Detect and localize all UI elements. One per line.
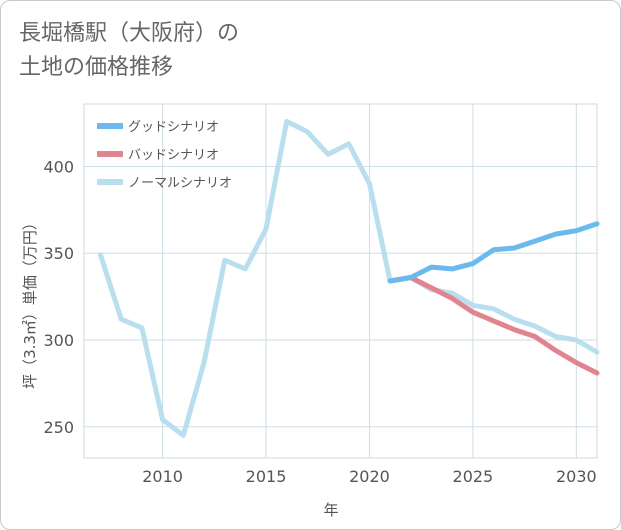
y-tick-label: 250 xyxy=(43,418,74,437)
x-tick-label: 2020 xyxy=(349,467,390,486)
y-axis-title: 坪（3.3㎡）単価（万円） xyxy=(21,215,39,389)
series-lines xyxy=(98,118,600,438)
y-tick-label: 300 xyxy=(43,331,74,350)
y-tick-label: 350 xyxy=(43,244,74,263)
chart-title-line-2: 土地の価格推移 xyxy=(19,55,174,80)
chart-title: 長堀橋駅（大阪府）の 土地の価格推移 xyxy=(19,17,239,85)
x-tick-label: 2025 xyxy=(453,467,494,486)
series-line-2 xyxy=(387,275,600,376)
x-tick-label: 2030 xyxy=(556,467,597,486)
legend-label-1: グッドシナリオ xyxy=(128,120,219,135)
legend-label-3: ノーマルシナリオ xyxy=(128,176,232,191)
legend-label-2: バッドシナリオ xyxy=(128,148,219,163)
x-axis-title: 年 xyxy=(323,501,338,519)
y-tick-label: 400 xyxy=(43,157,74,176)
x-tick-label: 2015 xyxy=(246,467,287,486)
grid xyxy=(83,103,598,459)
series-line-1 xyxy=(387,221,600,284)
plot-area-frame xyxy=(83,103,598,459)
series-line-3 xyxy=(98,118,600,438)
x-tick-label: 2010 xyxy=(142,467,183,486)
tick-labels: 250 300 350 400 2010 2015 2020 2025 2030 xyxy=(43,157,596,486)
chart-title-line-1: 長堀橋駅（大阪府）の xyxy=(19,21,240,46)
